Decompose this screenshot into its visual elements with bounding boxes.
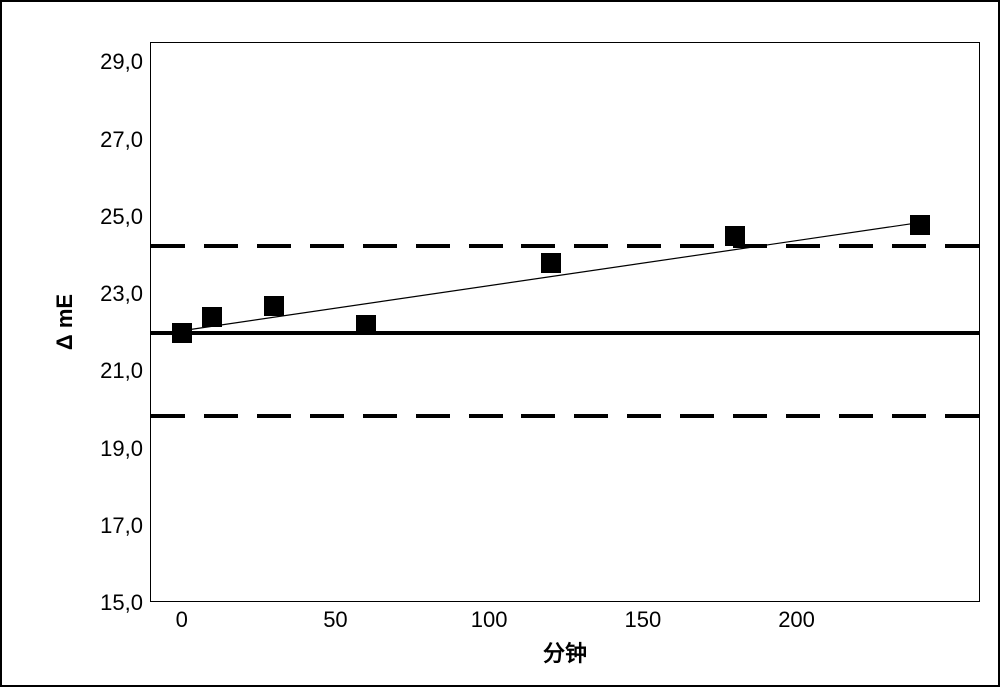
data-point (202, 307, 222, 327)
x-tick-label: 200 (778, 601, 815, 633)
x-axis-title: 分钟 (543, 636, 587, 668)
y-tick-label: 27,0 (100, 127, 151, 153)
data-point (264, 296, 284, 316)
x-tick-label: 100 (471, 601, 508, 633)
y-tick-label: 29,0 (100, 49, 151, 75)
y-tick-label: 21,0 (100, 358, 151, 384)
x-tick-label: 50 (323, 601, 347, 633)
reference-line-solid (151, 331, 979, 335)
data-point (910, 215, 930, 235)
data-point (356, 315, 376, 335)
y-tick-label: 25,0 (100, 204, 151, 230)
x-tick-label: 0 (176, 601, 188, 633)
trendline (182, 223, 920, 331)
data-point (172, 323, 192, 343)
data-point (725, 226, 745, 246)
x-tick-label: 150 (624, 601, 661, 633)
y-tick-label: 17,0 (100, 513, 151, 539)
y-axis-title: Δ mE (52, 294, 78, 350)
trendline-layer (151, 43, 981, 603)
data-point (541, 253, 561, 273)
chart-frame: 15,0 17,0 19,0 21,0 23,0 25,0 27,0 29,0 0 50 100 15… (0, 0, 1000, 687)
y-tick-label: 15,0 (100, 590, 151, 616)
plot-area: 15,017,019,021,023,025,027,029,005010015… (150, 42, 980, 602)
y-tick-label: 19,0 (100, 436, 151, 462)
y-tick-label: 23,0 (100, 281, 151, 307)
